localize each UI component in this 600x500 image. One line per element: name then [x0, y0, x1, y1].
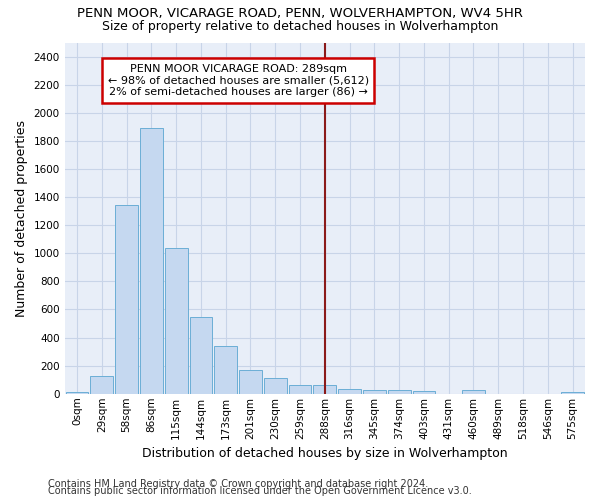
- Bar: [140, 128, 163, 394]
- Bar: [462, 390, 485, 394]
- Bar: [338, 389, 361, 394]
- Bar: [214, 346, 237, 394]
- Text: PENN MOOR VICARAGE ROAD: 289sqm
← 98% of detached houses are smaller (5,612)
2% : PENN MOOR VICARAGE ROAD: 289sqm ← 98% of…: [107, 64, 368, 97]
- Bar: [239, 370, 262, 394]
- Bar: [165, 248, 188, 394]
- Bar: [190, 317, 212, 394]
- Bar: [65, 392, 88, 394]
- Text: Contains HM Land Registry data © Crown copyright and database right 2024.: Contains HM Land Registry data © Crown c…: [48, 479, 428, 489]
- Bar: [561, 392, 584, 394]
- Y-axis label: Number of detached properties: Number of detached properties: [15, 120, 28, 316]
- Bar: [388, 390, 410, 394]
- Bar: [264, 378, 287, 394]
- Bar: [91, 376, 113, 394]
- Bar: [363, 390, 386, 394]
- Text: Contains public sector information licensed under the Open Government Licence v3: Contains public sector information licen…: [48, 486, 472, 496]
- Bar: [289, 384, 311, 394]
- Bar: [115, 205, 138, 394]
- Bar: [313, 386, 336, 394]
- Text: PENN MOOR, VICARAGE ROAD, PENN, WOLVERHAMPTON, WV4 5HR: PENN MOOR, VICARAGE ROAD, PENN, WOLVERHA…: [77, 8, 523, 20]
- X-axis label: Distribution of detached houses by size in Wolverhampton: Distribution of detached houses by size …: [142, 447, 508, 460]
- Bar: [413, 391, 436, 394]
- Text: Size of property relative to detached houses in Wolverhampton: Size of property relative to detached ho…: [102, 20, 498, 33]
